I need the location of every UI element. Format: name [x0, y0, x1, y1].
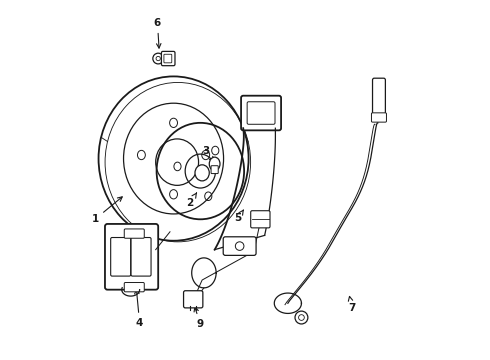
Text: 3: 3	[202, 147, 214, 161]
Text: 5: 5	[234, 210, 244, 223]
FancyBboxPatch shape	[247, 102, 275, 124]
Circle shape	[295, 311, 308, 324]
FancyBboxPatch shape	[111, 238, 131, 276]
Ellipse shape	[185, 154, 216, 188]
Text: 7: 7	[348, 296, 356, 313]
FancyBboxPatch shape	[184, 291, 203, 308]
Ellipse shape	[153, 53, 164, 64]
Text: 1: 1	[91, 197, 122, 224]
FancyBboxPatch shape	[223, 237, 256, 255]
Ellipse shape	[195, 165, 209, 181]
Text: 4: 4	[135, 289, 143, 328]
FancyBboxPatch shape	[251, 211, 270, 228]
FancyBboxPatch shape	[124, 283, 144, 292]
Text: 2: 2	[186, 193, 196, 208]
FancyBboxPatch shape	[131, 238, 151, 276]
Ellipse shape	[209, 157, 220, 171]
FancyBboxPatch shape	[372, 78, 386, 117]
Text: 6: 6	[154, 18, 161, 48]
FancyBboxPatch shape	[371, 113, 387, 122]
Circle shape	[235, 242, 244, 250]
Text: 8: 8	[261, 212, 268, 222]
FancyBboxPatch shape	[105, 224, 158, 290]
FancyBboxPatch shape	[161, 51, 175, 66]
FancyBboxPatch shape	[211, 166, 218, 174]
Text: 9: 9	[194, 307, 204, 329]
Ellipse shape	[156, 57, 160, 61]
FancyBboxPatch shape	[164, 54, 172, 63]
FancyBboxPatch shape	[124, 229, 144, 238]
FancyBboxPatch shape	[241, 96, 281, 130]
Ellipse shape	[157, 123, 244, 219]
Circle shape	[298, 315, 304, 320]
